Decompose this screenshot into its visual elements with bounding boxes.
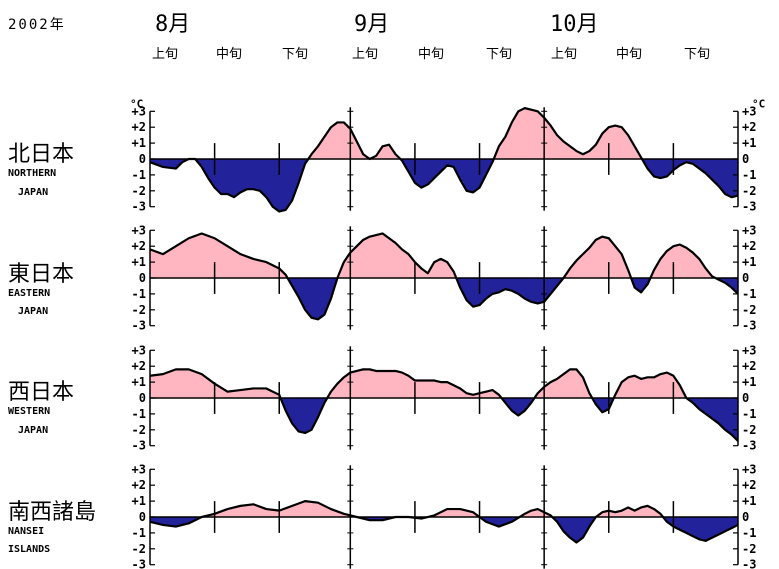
y-tick-label-right: +3 [742, 223, 756, 237]
dekad-label: 下旬 [282, 47, 309, 62]
y-tick-label-right: +3 [742, 462, 756, 476]
region-name-jp: 東日本 [8, 262, 75, 287]
y-tick-label-left: +1 [132, 255, 146, 269]
y-tick-label-right: -2 [742, 303, 756, 317]
month-label-oct: 10月 [550, 12, 599, 37]
y-tick-label-right: -1 [742, 407, 756, 421]
dekad-label: 下旬 [684, 47, 711, 62]
anomaly-series-line [149, 500, 739, 544]
y-tick-label-left: 0 [139, 391, 146, 405]
y-tick-label-left: +3 [132, 104, 146, 118]
y-tick-label-right: -1 [742, 168, 756, 182]
dekad-label: 中旬 [418, 47, 445, 62]
year-label: 2002年 [8, 17, 66, 33]
dekad-label: 上旬 [551, 47, 578, 62]
month-label-aug: 8月 [155, 12, 191, 37]
y-tick-label-left: -1 [132, 287, 146, 301]
positive-anomaly-area [150, 369, 738, 398]
dekad-label: 中旬 [216, 47, 243, 62]
y-tick-label-left: -3 [132, 439, 146, 453]
y-tick-label-left: +2 [132, 359, 146, 373]
y-tick-label-left: -2 [132, 423, 146, 437]
unit-label-left: °C [130, 97, 143, 110]
y-tick-label-left: -1 [132, 526, 146, 540]
region-name-en: WESTERN [8, 406, 51, 417]
y-tick-label-right: -3 [742, 439, 756, 453]
y-tick-label-right: 0 [742, 152, 749, 166]
region-name-en: ISLANDS [8, 544, 51, 555]
y-tick-label-left: +2 [132, 239, 146, 253]
region-name-en: JAPAN [18, 425, 49, 436]
y-tick-label-left: 0 [139, 152, 146, 166]
y-tick-label-left: +2 [132, 120, 146, 134]
y-tick-label-left: -2 [132, 184, 146, 198]
y-tick-label-left: -3 [132, 558, 146, 569]
y-tick-label-right: -2 [742, 542, 756, 556]
y-tick-label-right: -2 [742, 184, 756, 198]
y-tick-label-left: -2 [132, 303, 146, 317]
y-tick-label-right: +2 [742, 359, 756, 373]
y-tick-label-left: +1 [132, 375, 146, 389]
y-tick-label-left: 0 [139, 510, 146, 524]
y-tick-label-left: +3 [132, 223, 146, 237]
y-tick-label-right: +1 [742, 494, 756, 508]
anomaly-series-line [149, 368, 739, 442]
y-tick-label-right: 0 [742, 271, 749, 285]
y-tick-label-left: -1 [132, 407, 146, 421]
y-tick-label-left: +2 [132, 478, 146, 492]
y-tick-label-left: +3 [132, 462, 146, 476]
y-tick-label-right: +1 [742, 375, 756, 389]
y-tick-label-right: -1 [742, 526, 756, 540]
y-tick-label-left: +1 [132, 494, 146, 508]
region-name-en: NANSEI [8, 526, 45, 537]
y-tick-label-right: +2 [742, 239, 756, 253]
month-label-sep: 9月 [354, 12, 390, 37]
positive-anomaly-area [150, 108, 738, 159]
y-tick-label-left: -1 [132, 168, 146, 182]
y-tick-label-left: -3 [132, 319, 146, 333]
y-tick-label-right: +2 [742, 120, 756, 134]
dekad-label: 中旬 [616, 47, 643, 62]
y-tick-label-left: -3 [132, 200, 146, 214]
y-tick-label-left: +1 [132, 136, 146, 150]
y-tick-label-right: -3 [742, 200, 756, 214]
dekad-label: 上旬 [352, 47, 379, 62]
positive-anomaly-area [150, 233, 738, 278]
y-tick-label-left: -2 [132, 542, 146, 556]
y-tick-label-right: 0 [742, 510, 749, 524]
anomaly-series-line [149, 107, 739, 213]
dekad-label: 上旬 [152, 47, 179, 62]
y-tick-label-right: +3 [742, 343, 756, 357]
unit-label-right: °C [752, 97, 765, 110]
region-name-en: JAPAN [18, 306, 49, 317]
region-name-en: JAPAN [18, 187, 49, 198]
y-tick-label-right: +2 [742, 478, 756, 492]
y-tick-label-right: -1 [742, 287, 756, 301]
region-name-jp: 南西諸島 [8, 500, 97, 525]
y-tick-label-right: +1 [742, 255, 756, 269]
y-tick-label-right: -3 [742, 558, 756, 569]
region-name-jp: 西日本 [8, 380, 75, 405]
region-name-jp: 北日本 [8, 142, 75, 167]
y-tick-label-right: +1 [742, 136, 756, 150]
y-tick-label-right: +3 [742, 104, 756, 118]
y-tick-label-left: 0 [139, 271, 146, 285]
negative-anomaly-area [150, 278, 738, 320]
y-tick-label-left: +3 [132, 343, 146, 357]
dekad-label: 下旬 [486, 47, 513, 62]
y-tick-label-right: 0 [742, 391, 749, 405]
anomaly-series-line [149, 232, 739, 321]
y-tick-label-right: -2 [742, 423, 756, 437]
y-tick-label-right: -3 [742, 319, 756, 333]
negative-anomaly-area [150, 159, 738, 212]
negative-anomaly-area [150, 398, 738, 441]
region-name-en: NORTHERN [8, 168, 57, 179]
region-name-en: EASTERN [8, 288, 51, 299]
